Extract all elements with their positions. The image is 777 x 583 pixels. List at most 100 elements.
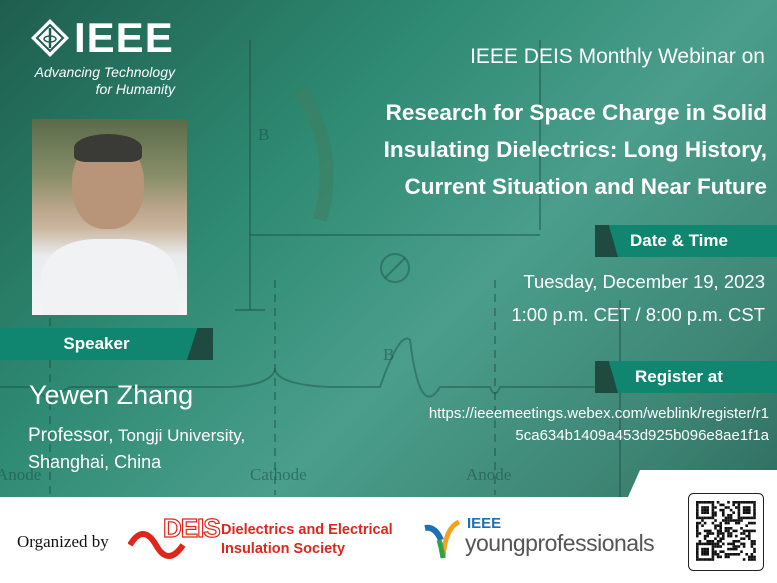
b-label: B	[383, 345, 395, 364]
qr-module	[719, 545, 722, 548]
qr-module	[750, 553, 754, 556]
qr-module	[716, 529, 720, 533]
qr-module	[748, 529, 751, 533]
qr-module	[732, 519, 735, 522]
qr-module	[698, 501, 702, 504]
qr-module	[696, 534, 699, 538]
qr-module	[753, 508, 756, 512]
registration-link[interactable]: https://ieeemeetings.webex.com/weblink/r…	[429, 403, 769, 447]
qr-module	[711, 558, 715, 561]
qr-module	[750, 521, 754, 525]
qr-module	[711, 553, 715, 556]
qr-module	[711, 550, 715, 553]
qr-module	[748, 537, 751, 540]
deis-logo-text: DEIS	[162, 512, 221, 543]
qr-module	[722, 514, 725, 517]
qr-module	[703, 553, 707, 556]
qr-module	[709, 516, 712, 520]
qr-module	[706, 511, 709, 514]
qr-module	[737, 514, 741, 517]
qr-module	[719, 555, 722, 559]
qr-module	[748, 555, 751, 559]
qr-module	[737, 519, 741, 522]
qr-module	[722, 534, 725, 538]
qr-module	[753, 542, 756, 546]
ieee-diamond-icon	[31, 19, 69, 57]
webinar-title: Research for Space Charge in Solid Insul…	[384, 94, 767, 205]
qr-module	[703, 542, 707, 546]
registration-url-line[interactable]: 5ca634b1409a453d925b096e8ae1f1a	[515, 427, 769, 444]
qr-module	[696, 527, 699, 530]
qr-module	[711, 521, 715, 525]
qr-module	[696, 516, 699, 520]
qr-module	[729, 514, 733, 517]
qr-module	[750, 555, 754, 559]
deis-logo: DEIS	[128, 512, 221, 565]
qr-module	[735, 553, 738, 556]
qr-module	[753, 506, 756, 509]
tagline-line: for Humanity	[95, 81, 175, 97]
qr-module	[701, 506, 704, 509]
qr-module	[729, 519, 733, 522]
qr-module	[735, 540, 738, 543]
registration-qr-code[interactable]	[688, 493, 764, 571]
qr-module	[698, 542, 702, 546]
qr-module	[706, 558, 709, 561]
qr-module	[698, 558, 702, 561]
qr-module	[748, 508, 751, 512]
qr-module	[701, 519, 704, 522]
title-line: Current Situation and Near Future	[404, 174, 767, 199]
qr-module	[711, 555, 715, 559]
qr-module	[727, 521, 730, 525]
qr-module	[748, 558, 751, 561]
qr-module	[750, 540, 754, 543]
tagline-line: Advancing Technology	[34, 64, 175, 80]
qr-module	[706, 506, 709, 509]
qr-module	[696, 511, 699, 514]
qr-module	[753, 550, 756, 553]
qr-module	[737, 501, 741, 504]
qr-module	[706, 534, 709, 538]
qr-module	[716, 524, 720, 527]
qr-module	[748, 521, 751, 525]
qr-module	[735, 506, 738, 509]
qr-module	[732, 553, 735, 556]
qr-module	[714, 542, 717, 546]
speaker-photo	[32, 119, 187, 315]
qr-module	[714, 553, 717, 556]
qr-module	[742, 558, 746, 561]
qr-module	[740, 519, 743, 522]
qr-module	[753, 555, 756, 559]
ieee-wordmark: IEEE	[74, 14, 174, 61]
qr-module	[753, 503, 756, 507]
qr-module	[698, 516, 702, 520]
qr-module	[742, 501, 746, 504]
speaker-banner: Speaker	[0, 328, 213, 360]
qr-module	[696, 558, 699, 561]
qr-module	[729, 516, 733, 520]
qr-module	[742, 537, 746, 540]
qr-module	[724, 516, 728, 520]
qr-module	[732, 503, 735, 507]
speaker-location: Shanghai, China	[28, 452, 162, 472]
qr-module	[740, 527, 743, 530]
register-banner: Register at	[595, 361, 777, 393]
qr-module	[727, 529, 730, 533]
qr-module	[745, 553, 748, 556]
qr-module	[740, 516, 743, 520]
qr-module	[737, 540, 741, 543]
qr-module	[703, 537, 707, 540]
qr-module	[711, 508, 715, 512]
qr-module	[714, 514, 717, 517]
qr-module	[729, 508, 733, 512]
qr-module	[750, 545, 754, 548]
qr-module	[748, 534, 751, 538]
registration-url-line[interactable]: https://ieeemeetings.webex.com/weblink/r…	[428, 405, 769, 422]
qr-module	[750, 501, 754, 504]
qr-module	[737, 503, 741, 507]
qr-module	[701, 516, 704, 520]
qr-module	[716, 545, 720, 548]
ieee-tagline: Advancing Technology for Humanity	[30, 64, 175, 98]
qr-module	[742, 542, 746, 546]
qr-module	[735, 501, 738, 504]
